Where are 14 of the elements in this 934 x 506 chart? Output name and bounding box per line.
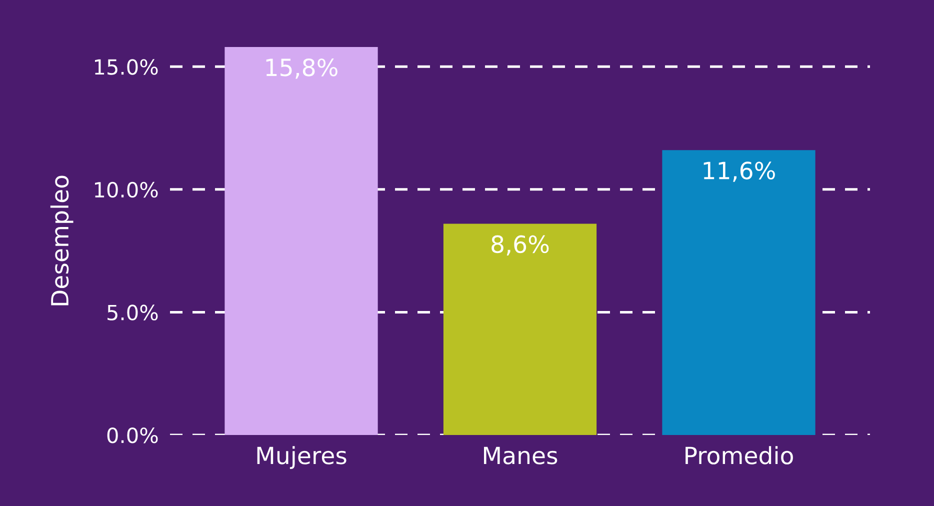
x-tick-label: Promedio bbox=[686, 446, 793, 464]
y-tick-label: 5.0% bbox=[108, 304, 158, 320]
x-tick-label: Manes bbox=[484, 446, 558, 464]
y-tick-label: 15.0% bbox=[94, 59, 158, 75]
y-axis-title: Desempleo bbox=[50, 176, 74, 306]
y-tick-label: 10.0% bbox=[94, 182, 158, 198]
y-tick-label: 0.0% bbox=[107, 427, 158, 444]
bar bbox=[224, 47, 378, 435]
data-label: 15,8% bbox=[266, 58, 338, 79]
x-tick-label: Mujeres bbox=[257, 446, 346, 469]
data-label: 8,6% bbox=[492, 235, 549, 256]
bar bbox=[443, 224, 597, 435]
bar bbox=[662, 150, 816, 435]
data-label: 11,6% bbox=[704, 162, 775, 182]
